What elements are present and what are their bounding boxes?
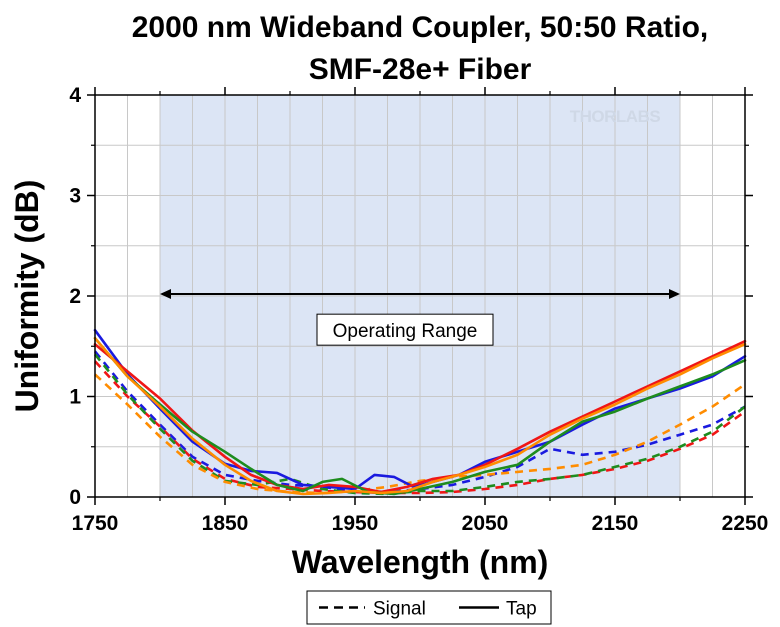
arrow-head-left	[160, 288, 171, 299]
arrow-head-right	[669, 288, 680, 299]
signal-orange-line	[94, 373, 746, 495]
legend: Signal Tap	[306, 590, 552, 625]
y-axis-label: Uniformity (dB)	[9, 180, 45, 413]
x-axis-label: Wavelength (nm)	[292, 544, 549, 580]
legend-signal-label: Signal	[373, 599, 426, 620]
tap-green-line	[93, 336, 747, 496]
x-tick-label: 2150	[592, 512, 639, 535]
signal-blue-line	[93, 350, 746, 494]
y-tick-label: 3	[69, 185, 81, 208]
x-tick-label: 2250	[722, 512, 769, 535]
annotation-box	[316, 313, 494, 346]
x-tick-label: 1850	[202, 512, 249, 535]
x-tick-label: 1950	[332, 512, 379, 535]
signal-green-line	[93, 353, 746, 496]
grid	[95, 95, 745, 497]
annotation-operating-range: Operating Range	[333, 321, 478, 342]
operating-range-arrow	[160, 288, 680, 299]
x-tick-label: 2050	[462, 512, 509, 535]
signal-red-line	[94, 360, 746, 495]
legend-tap-label: Tap	[506, 599, 537, 620]
legend-box	[306, 590, 552, 625]
chart-title-line-2: SMF-28e+ Fiber	[309, 53, 532, 86]
tap-red-line	[93, 339, 747, 494]
y-tick-label: 4	[69, 84, 81, 107]
axis-ticks: 1750 1850 1950 2050 2150 2250 0 1 2 3 4	[69, 84, 768, 535]
y-tick-label: 0	[69, 486, 81, 509]
x-tick-label: 1750	[72, 512, 119, 535]
y-tick-label: 2	[69, 285, 81, 308]
chart-title-line-1: 2000 nm Wideband Coupler, 50:50 Ratio,	[132, 11, 709, 44]
tap-orange-line	[93, 336, 747, 496]
y-tick-label: 1	[69, 386, 81, 409]
thorlabs-watermark: THORLABS	[570, 107, 661, 126]
series-group	[93, 328, 747, 496]
